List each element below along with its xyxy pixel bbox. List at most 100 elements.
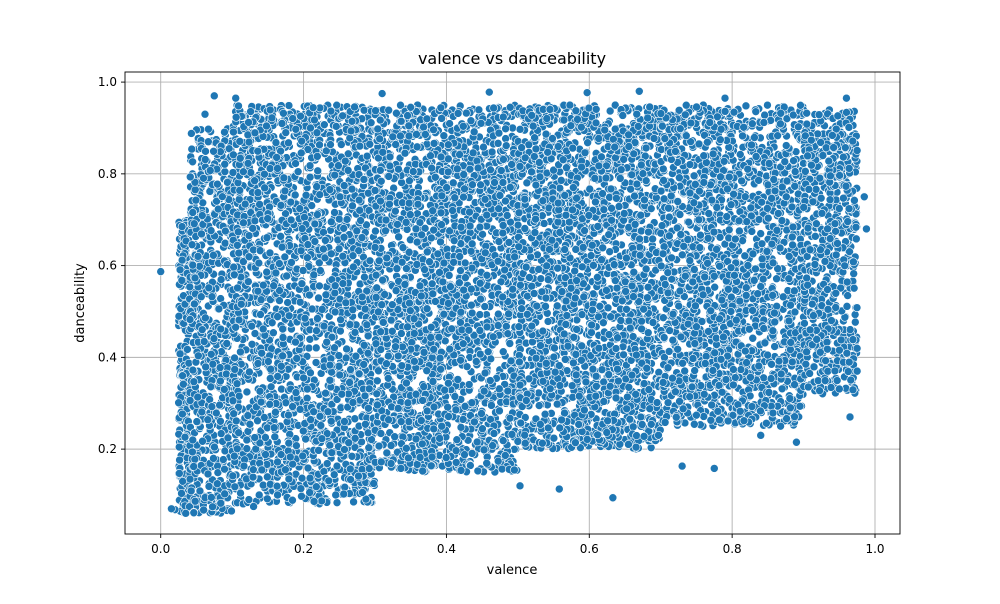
data-point <box>194 252 202 260</box>
data-point <box>358 293 366 301</box>
data-point <box>302 191 310 199</box>
data-point <box>186 283 194 291</box>
data-point <box>277 385 285 393</box>
data-point <box>254 417 262 425</box>
data-point <box>423 367 431 375</box>
data-point <box>236 186 244 194</box>
data-point <box>435 269 443 277</box>
data-point <box>444 155 452 163</box>
data-point <box>313 211 321 219</box>
data-point <box>303 254 311 262</box>
data-point <box>247 108 255 116</box>
data-point <box>310 116 318 124</box>
data-point <box>205 284 213 292</box>
data-point <box>310 271 318 279</box>
data-point <box>263 268 271 276</box>
data-point <box>504 387 512 395</box>
data-point <box>179 477 187 485</box>
data-point <box>216 401 224 409</box>
data-point <box>303 394 311 402</box>
data-point <box>216 364 224 372</box>
data-point <box>200 174 208 182</box>
data-point <box>327 250 335 258</box>
data-point <box>189 261 197 269</box>
data-point <box>249 224 257 232</box>
data-point <box>217 499 225 507</box>
data-point <box>468 309 476 317</box>
data-point <box>176 266 184 274</box>
data-point <box>435 333 443 341</box>
data-point <box>257 398 265 406</box>
data-point <box>305 291 313 299</box>
data-point <box>342 354 350 362</box>
data-point <box>323 338 331 346</box>
data-point <box>469 149 477 157</box>
data-point <box>306 488 314 496</box>
data-point <box>306 474 314 482</box>
data-point <box>233 241 241 249</box>
data-point <box>307 416 315 424</box>
data-point <box>457 423 465 431</box>
data-point <box>364 404 372 412</box>
data-point <box>176 350 184 358</box>
data-point <box>287 258 295 266</box>
scatter-points <box>157 87 871 517</box>
data-point <box>314 167 322 175</box>
data-point <box>332 122 340 130</box>
data-point <box>209 251 217 259</box>
data-point <box>348 117 356 125</box>
data-point <box>306 162 314 170</box>
data-point <box>324 408 332 416</box>
data-point <box>209 360 217 368</box>
data-point <box>243 388 251 396</box>
data-point <box>338 390 346 398</box>
data-point <box>363 152 371 160</box>
data-point <box>281 187 289 195</box>
data-point <box>360 106 368 114</box>
data-point <box>457 356 465 364</box>
data-point <box>502 135 510 143</box>
data-point <box>198 326 206 334</box>
data-point <box>251 177 259 185</box>
data-point <box>274 164 282 172</box>
data-point <box>299 452 307 460</box>
data-point <box>365 465 373 473</box>
data-point <box>192 196 200 204</box>
data-point <box>189 366 197 374</box>
data-point <box>207 350 215 358</box>
data-point <box>323 460 331 468</box>
data-point <box>326 186 334 194</box>
data-point <box>499 348 507 356</box>
data-point <box>328 368 336 376</box>
data-point <box>251 129 259 137</box>
data-point <box>269 329 277 337</box>
data-point <box>340 490 348 498</box>
data-point <box>335 215 343 223</box>
data-point <box>461 451 469 459</box>
data-point <box>440 132 448 140</box>
data-point <box>206 395 214 403</box>
data-point <box>331 282 339 290</box>
data-point <box>365 444 373 452</box>
data-point <box>281 253 289 261</box>
data-point <box>505 310 513 318</box>
data-point <box>313 152 321 160</box>
data-point <box>327 417 335 425</box>
data-point <box>198 230 206 238</box>
data-point <box>220 128 228 136</box>
data-point <box>343 215 351 223</box>
data-point <box>255 491 263 499</box>
data-point <box>255 259 263 267</box>
data-point <box>476 311 484 319</box>
data-point <box>209 454 217 462</box>
data-point <box>398 258 406 266</box>
data-point <box>217 348 225 356</box>
data-point <box>202 363 210 371</box>
data-point <box>358 488 366 496</box>
data-point <box>244 427 252 435</box>
data-point <box>339 280 347 288</box>
data-point <box>292 125 300 133</box>
data-point <box>239 168 247 176</box>
data-point <box>289 460 297 468</box>
data-point <box>183 345 191 353</box>
